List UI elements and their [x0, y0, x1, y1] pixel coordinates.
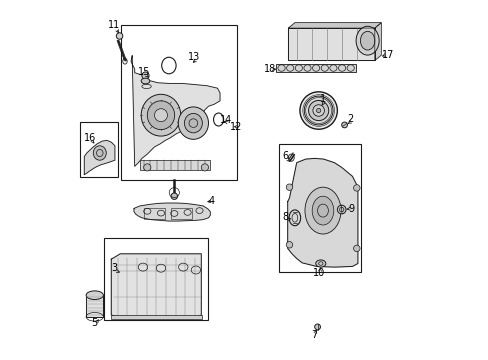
- Ellipse shape: [315, 260, 325, 267]
- Bar: [278, 144, 360, 272]
- Text: 11: 11: [108, 20, 120, 30]
- Text: 4: 4: [208, 196, 214, 206]
- Text: 14: 14: [219, 114, 231, 125]
- Ellipse shape: [353, 245, 359, 252]
- Ellipse shape: [353, 185, 359, 191]
- Ellipse shape: [316, 108, 320, 113]
- Bar: [170, 208, 192, 219]
- Polygon shape: [134, 203, 210, 221]
- Ellipse shape: [314, 324, 320, 330]
- Ellipse shape: [308, 100, 328, 121]
- Text: 6: 6: [282, 150, 287, 161]
- Ellipse shape: [341, 122, 347, 128]
- Ellipse shape: [285, 184, 292, 190]
- Ellipse shape: [86, 291, 103, 300]
- Polygon shape: [84, 140, 115, 175]
- Bar: [80, 122, 118, 177]
- Ellipse shape: [312, 105, 324, 116]
- Text: 8: 8: [282, 212, 288, 222]
- Polygon shape: [111, 254, 201, 319]
- Text: 16: 16: [83, 132, 96, 143]
- Text: 5: 5: [91, 318, 97, 328]
- Ellipse shape: [360, 31, 374, 50]
- Ellipse shape: [178, 107, 208, 139]
- Text: 2: 2: [346, 114, 352, 124]
- Ellipse shape: [201, 164, 208, 171]
- Bar: [143, 208, 165, 219]
- Text: 13: 13: [187, 51, 200, 62]
- Ellipse shape: [171, 193, 177, 199]
- Ellipse shape: [299, 92, 337, 129]
- Ellipse shape: [143, 164, 151, 171]
- Ellipse shape: [311, 196, 333, 225]
- Polygon shape: [374, 23, 381, 60]
- Ellipse shape: [305, 187, 340, 234]
- Polygon shape: [288, 28, 374, 60]
- Text: 3: 3: [111, 263, 117, 273]
- Text: 10: 10: [312, 268, 324, 278]
- Ellipse shape: [116, 33, 122, 39]
- Text: 12: 12: [230, 122, 242, 132]
- Ellipse shape: [141, 94, 181, 136]
- Bar: [140, 160, 210, 170]
- Ellipse shape: [141, 78, 149, 84]
- Text: 7: 7: [310, 330, 316, 340]
- Text: 18: 18: [264, 64, 276, 74]
- Bar: [276, 64, 355, 72]
- Bar: [110, 315, 202, 319]
- Ellipse shape: [355, 26, 378, 55]
- Polygon shape: [288, 23, 381, 28]
- Ellipse shape: [304, 96, 332, 125]
- Ellipse shape: [285, 242, 292, 248]
- Bar: [121, 25, 236, 180]
- Bar: [104, 238, 208, 320]
- Polygon shape: [287, 158, 357, 267]
- Text: 1: 1: [319, 94, 325, 104]
- Text: 9: 9: [348, 204, 354, 214]
- Ellipse shape: [142, 72, 149, 79]
- Ellipse shape: [147, 101, 174, 130]
- Bar: [86, 295, 103, 317]
- Ellipse shape: [337, 205, 346, 214]
- Ellipse shape: [93, 146, 106, 160]
- Text: 17: 17: [381, 50, 393, 60]
- Text: 15: 15: [137, 67, 150, 77]
- Ellipse shape: [184, 113, 202, 133]
- Ellipse shape: [154, 109, 167, 122]
- Polygon shape: [131, 56, 220, 166]
